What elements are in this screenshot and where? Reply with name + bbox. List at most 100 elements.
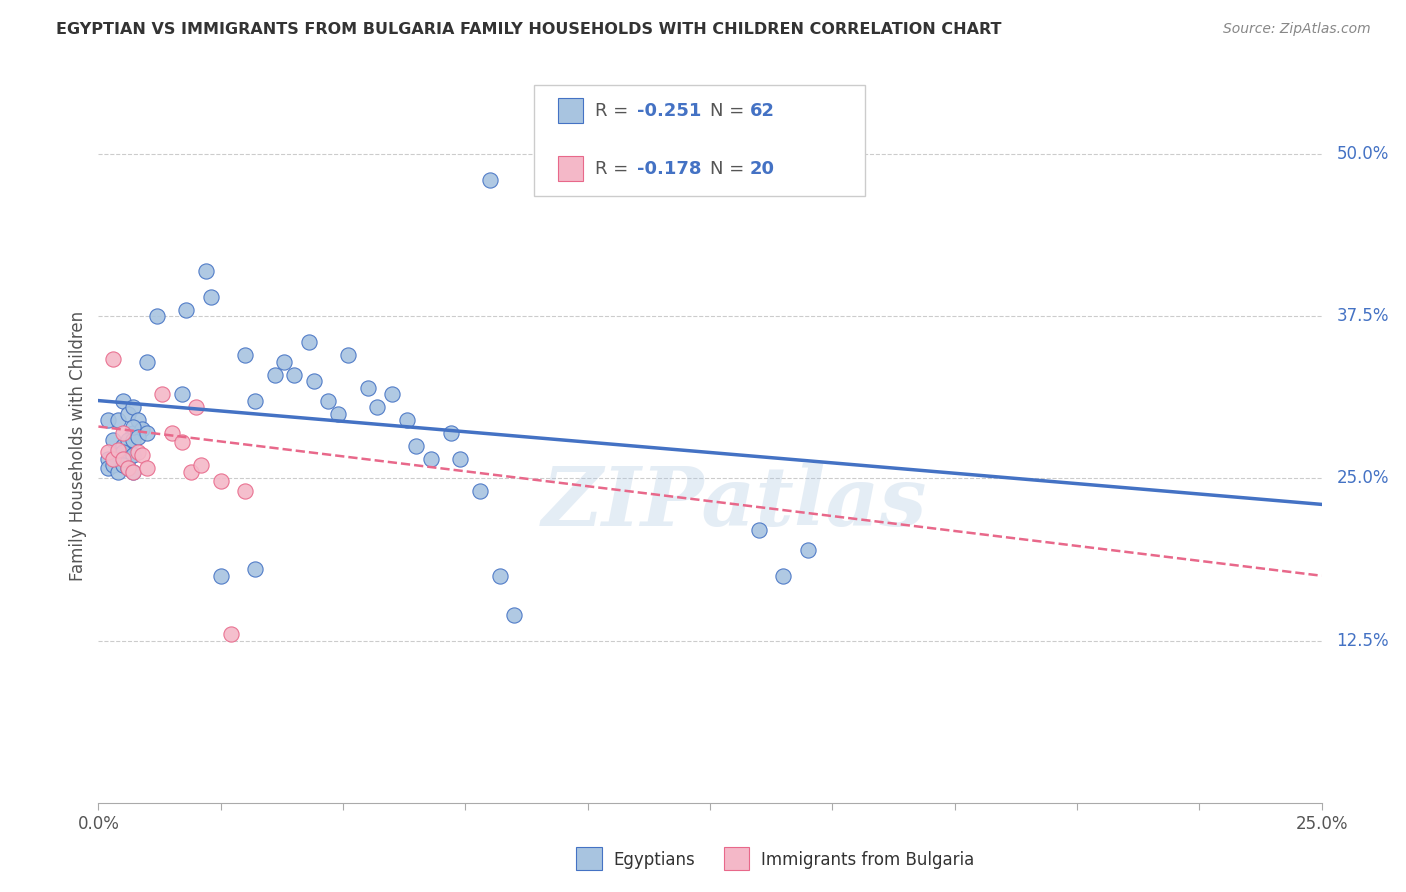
Point (478, 173, 501, 187)
Point (111, 445, 134, 459)
Text: 37.5%: 37.5% (1336, 307, 1389, 326)
Text: R =: R = (595, 160, 634, 178)
Point (121, 400, 143, 414)
Point (450, 452, 472, 467)
Text: -0.251: -0.251 (637, 102, 702, 120)
Point (336, 348, 359, 362)
Point (233, 348, 256, 362)
Point (101, 433, 124, 447)
Point (107, 413, 129, 427)
Point (136, 354, 159, 368)
Text: -0.178: -0.178 (637, 160, 702, 178)
Point (121, 425, 143, 440)
Point (121, 465, 143, 479)
Point (186, 400, 208, 414)
Point (127, 413, 149, 427)
Point (107, 445, 129, 459)
Point (488, 568, 510, 582)
Point (117, 407, 139, 421)
Point (219, 627, 242, 641)
Point (117, 452, 139, 467)
Point (111, 452, 134, 467)
Text: 62: 62 (749, 102, 775, 120)
Point (107, 442, 129, 457)
Point (190, 458, 212, 473)
Point (117, 433, 139, 447)
Text: N =: N = (710, 160, 749, 178)
Point (121, 433, 143, 447)
Point (97, 413, 120, 427)
Point (131, 448, 153, 462)
Point (111, 393, 134, 408)
Point (107, 448, 129, 462)
Point (195, 264, 218, 278)
Point (283, 368, 305, 382)
Point (356, 381, 378, 395)
Point (101, 352, 124, 367)
Point (170, 435, 193, 450)
Point (302, 374, 325, 388)
Point (101, 456, 124, 470)
Text: 25.0%: 25.0% (1336, 469, 1389, 487)
Point (117, 461, 139, 475)
Point (440, 425, 463, 440)
Point (200, 290, 222, 304)
Point (273, 354, 295, 368)
Point (121, 465, 143, 479)
Point (101, 452, 124, 467)
Point (772, 568, 794, 582)
Text: 50.0%: 50.0% (1336, 145, 1389, 163)
Point (127, 430, 149, 444)
Text: Egyptians: Egyptians (613, 851, 695, 869)
Text: N =: N = (710, 102, 749, 120)
Text: Immigrants from Bulgaria: Immigrants from Bulgaria (761, 851, 974, 869)
Point (111, 439, 134, 453)
Point (243, 562, 266, 576)
Point (97, 461, 120, 475)
Point (318, 393, 340, 408)
Point (243, 393, 266, 408)
Point (209, 474, 232, 488)
Point (395, 413, 418, 427)
Point (405, 439, 427, 453)
Point (748, 524, 770, 538)
Text: ZIPatlas: ZIPatlas (541, 463, 927, 543)
Point (160, 425, 183, 440)
Point (121, 419, 143, 434)
Point (468, 484, 491, 499)
Point (233, 484, 256, 499)
Point (127, 445, 149, 459)
Point (101, 458, 124, 473)
Point (170, 387, 193, 401)
Point (136, 425, 159, 440)
Point (381, 387, 404, 401)
Point (150, 387, 173, 401)
Point (117, 461, 139, 475)
Point (107, 465, 129, 479)
Point (328, 407, 350, 421)
Point (131, 422, 153, 436)
Point (146, 310, 169, 324)
Y-axis label: Family Households with Children: Family Households with Children (69, 311, 87, 581)
Point (366, 400, 388, 414)
Text: Source: ZipAtlas.com: Source: ZipAtlas.com (1223, 22, 1371, 37)
Point (121, 448, 143, 462)
Point (136, 461, 159, 475)
Point (503, 607, 526, 622)
Point (111, 452, 134, 467)
Point (797, 542, 820, 557)
Point (111, 458, 134, 473)
Text: R =: R = (595, 102, 634, 120)
Point (298, 335, 321, 350)
Point (263, 368, 285, 382)
Text: 12.5%: 12.5% (1336, 632, 1389, 649)
Point (97, 452, 120, 467)
Point (97, 445, 120, 459)
Text: 20: 20 (749, 160, 775, 178)
Point (420, 452, 443, 467)
Point (209, 568, 232, 582)
Point (176, 302, 198, 317)
Point (111, 425, 134, 440)
Point (180, 465, 202, 479)
Text: EGYPTIAN VS IMMIGRANTS FROM BULGARIA FAMILY HOUSEHOLDS WITH CHILDREN CORRELATION: EGYPTIAN VS IMMIGRANTS FROM BULGARIA FAM… (56, 22, 1001, 37)
